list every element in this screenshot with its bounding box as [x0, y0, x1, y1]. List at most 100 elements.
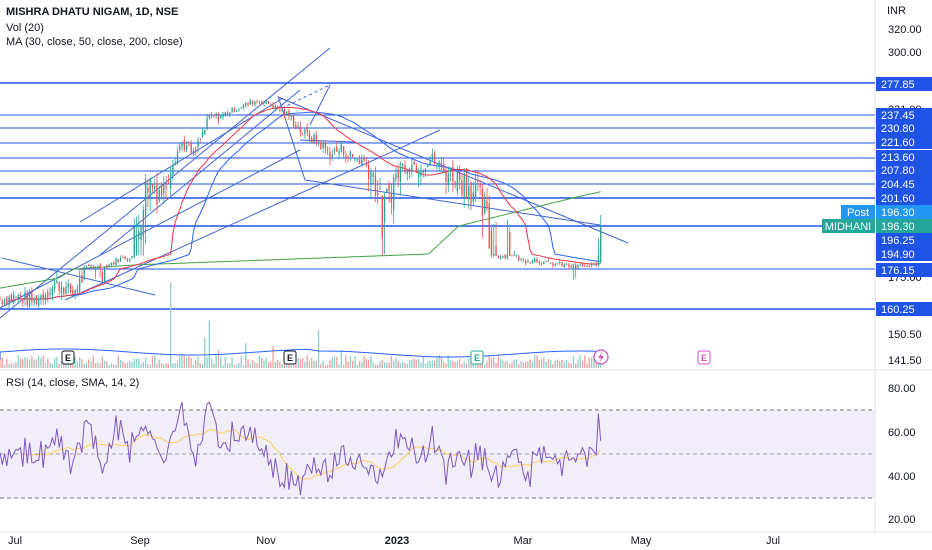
candle-body: [235, 110, 238, 112]
volume-bar: [522, 362, 525, 368]
trend-line: [0, 149, 301, 309]
candle-body: [345, 155, 347, 159]
volume-bar: [436, 356, 438, 368]
candle-body: [210, 114, 213, 116]
candle-body: [99, 264, 101, 269]
volume-bar: [324, 364, 327, 368]
candle-body: [331, 154, 333, 157]
candle-body: [251, 101, 254, 105]
candle-body: [333, 148, 336, 152]
trend-lines: [0, 47, 629, 319]
candle-body: [529, 262, 531, 264]
candle-body: [301, 134, 304, 136]
candle-body: [176, 151, 179, 164]
candle-body: [468, 186, 470, 197]
trend-line: [1, 257, 156, 296]
candle-body: [490, 230, 493, 256]
time-axis-label: Nov: [256, 535, 276, 547]
volume-bar: [315, 361, 317, 368]
candle-body: [26, 292, 28, 305]
volume-bar: [524, 361, 527, 368]
price-tag-label: 176.15: [881, 265, 915, 277]
post-value-tag: [876, 205, 932, 219]
volume-bar: [106, 361, 108, 368]
candle-body: [340, 144, 343, 153]
price-tag: [876, 302, 932, 316]
volume-bar: [15, 362, 17, 368]
candle-body: [117, 259, 120, 263]
volume-bar: [365, 358, 368, 368]
candle-body: [502, 255, 504, 258]
volume-bar: [518, 363, 520, 368]
volume-bar: [6, 358, 8, 368]
volume-bar: [377, 364, 379, 368]
volume-bar: [63, 364, 65, 368]
volume-ma: [0, 348, 604, 360]
price-tag: [876, 177, 932, 191]
candle-body: [486, 201, 488, 208]
candle-body: [245, 102, 247, 106]
volume-bar: [331, 357, 333, 368]
candle-body: [347, 155, 349, 157]
volume-bar: [506, 360, 509, 368]
volume-bar: [176, 362, 179, 368]
candle-body: [72, 290, 74, 294]
volume-bar: [590, 357, 593, 368]
volume-bar: [458, 358, 461, 368]
volume-bar: [404, 363, 406, 368]
volume-bar: [534, 355, 536, 368]
volume-bar: [367, 359, 370, 368]
candle-body: [388, 183, 390, 192]
volume-bar: [595, 362, 597, 368]
chart-title: MISHRA DHATU NIGAM, 1D, NSE: [6, 6, 179, 18]
price-tag: [876, 150, 932, 164]
candle-body: [349, 151, 352, 156]
volume-bar: [22, 358, 24, 368]
candle-body: [129, 259, 131, 261]
candle-body: [354, 158, 356, 160]
candle-body: [192, 150, 195, 154]
candle-body: [158, 189, 160, 201]
candle-body: [543, 261, 545, 265]
candle-body: [185, 145, 188, 150]
candle-body: [470, 182, 472, 205]
volume-bar: [452, 361, 454, 368]
candle-body: [449, 167, 452, 172]
volume-bar: [443, 361, 445, 368]
candle-body: [597, 255, 600, 267]
candle-body: [6, 296, 8, 305]
candle-body: [358, 159, 361, 164]
volume-bar: [249, 363, 251, 368]
candle-body: [522, 259, 525, 261]
candle-body: [397, 169, 399, 178]
volume-bar: [240, 355, 242, 368]
candle-body: [356, 159, 358, 161]
candle-body: [472, 192, 474, 202]
volume-bar: [192, 364, 195, 368]
currency-label: INR: [887, 5, 906, 17]
candle-body: [249, 100, 251, 105]
volume-bar: [320, 363, 322, 368]
candle-body: [122, 256, 124, 258]
candle-body: [31, 292, 33, 302]
volume-bar: [74, 356, 76, 368]
horizontal-levels: [0, 82, 875, 310]
volume-bar: [163, 364, 165, 368]
candle-body: [374, 175, 377, 196]
candle-body: [181, 142, 183, 147]
volume-bar: [427, 361, 429, 368]
volume-bar: [256, 363, 258, 368]
price-tag-label: 207.80: [881, 165, 915, 177]
candle-body: [556, 263, 559, 265]
candle-body: [53, 284, 56, 289]
candle-body: [452, 165, 454, 182]
candle-body: [19, 294, 22, 297]
post-tag: [841, 205, 875, 219]
volume-bar: [28, 359, 31, 368]
candle-body: [588, 265, 591, 267]
volume-bar: [179, 355, 181, 368]
volume-bar: [274, 361, 277, 368]
candle-body: [15, 296, 17, 298]
candle-body: [570, 265, 572, 268]
